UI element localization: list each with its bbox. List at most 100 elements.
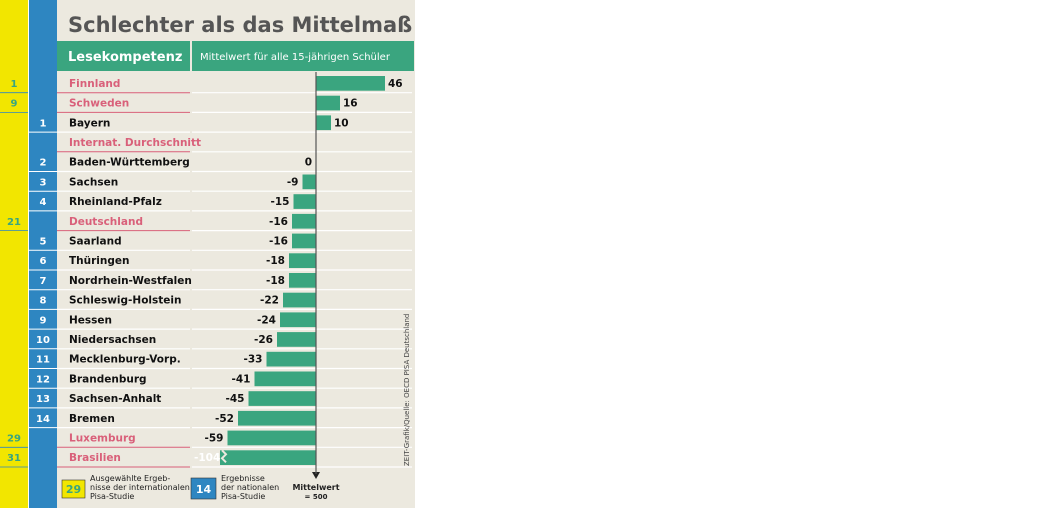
row-label: Brasilien — [69, 452, 121, 464]
source-note: ZEIT-Grafik/Quelle: OECD PISA Deutschlan… — [403, 314, 411, 466]
chart-rows: 1 Finnland 469 Schweden 161 Bayern 10Internat.… — [0, 76, 412, 468]
value-label: -18 — [266, 275, 285, 287]
bar — [316, 115, 331, 131]
value-label: 46 — [388, 78, 403, 90]
bar — [293, 194, 316, 209]
value-label: -52 — [215, 413, 234, 425]
bar — [280, 312, 316, 328]
row-label: Bayern — [69, 117, 110, 129]
header-right-bar — [192, 41, 414, 71]
row-label: Luxemburg — [69, 432, 136, 444]
intl-rank: 31 — [7, 453, 21, 464]
value-label: -45 — [226, 393, 245, 405]
nat-rank: 3 — [40, 177, 47, 188]
row-label: Mecklenburg-Vorp. — [69, 354, 181, 366]
nat-rank: 12 — [36, 374, 50, 385]
intl-rank: 1 — [11, 79, 18, 90]
nat-rank: 14 — [36, 414, 50, 425]
intl-rank: 9 — [11, 99, 18, 110]
bar — [289, 273, 316, 288]
chart-title: Schlechter als das Mittelmaß — [68, 13, 412, 37]
bar — [292, 213, 316, 229]
row-label: Bremen — [69, 413, 115, 425]
value-label: -33 — [244, 354, 263, 366]
nat-rank: 1 — [40, 118, 47, 129]
row-label: Schleswig-Holstein — [69, 295, 181, 307]
legend-mean-label: Mittelwert — [292, 483, 339, 492]
value-label: 10 — [334, 117, 349, 129]
bar — [289, 253, 316, 268]
nat-rank: 4 — [40, 197, 47, 208]
legend-intl-line2: nisse der internationalen — [90, 483, 190, 492]
row-label: Baden-Württemberg — [69, 157, 190, 169]
bar — [302, 174, 316, 190]
value-label: -16 — [269, 235, 288, 247]
value-label: -26 — [254, 334, 273, 346]
bar — [248, 391, 316, 406]
row-label: Saarland — [69, 235, 122, 247]
row-label: Finnland — [69, 78, 120, 90]
nat-rank: 7 — [40, 276, 47, 287]
nat-rank: 6 — [40, 256, 47, 267]
value-label: -18 — [266, 255, 285, 267]
legend-nat-sample: 14 — [196, 483, 212, 496]
value-label: -16 — [269, 216, 288, 228]
bar — [254, 371, 316, 387]
bar — [220, 450, 316, 465]
bar — [227, 430, 316, 446]
row-label: Rheinland-Pfalz — [69, 196, 162, 208]
header-left-bar — [57, 41, 190, 71]
bar — [277, 332, 316, 347]
value-label: -59 — [205, 432, 224, 444]
bar — [283, 292, 316, 308]
bar — [238, 410, 316, 426]
legend-intl-sample: 29 — [66, 483, 81, 496]
row-label: Brandenburg — [69, 373, 147, 385]
value-label: 0 — [305, 157, 312, 169]
value-label: -22 — [260, 295, 279, 307]
header-left-label: Lesekompetenz — [68, 50, 182, 65]
row-label: Sachsen — [69, 176, 118, 188]
value-label: -9 — [287, 176, 299, 188]
nat-rank: 10 — [36, 335, 50, 346]
legend-intl-line3: Pisa-Studie — [90, 492, 134, 501]
intl-rank: 29 — [7, 433, 21, 444]
value-label: -15 — [271, 196, 290, 208]
bar — [316, 76, 385, 91]
row-label: Schweden — [69, 98, 129, 110]
value-label: -24 — [257, 314, 276, 326]
legend-intl-swatch — [61, 479, 86, 499]
bar — [266, 351, 316, 367]
nat-rank: 11 — [36, 355, 50, 366]
header-right-label: Mittelwert für alle 15-jährigen Schüler — [200, 52, 391, 63]
nat-rank: 8 — [40, 296, 47, 307]
legend-nat-swatch — [190, 477, 217, 500]
legend-nat-line2: der nationalen — [221, 483, 279, 492]
nat-rank: 9 — [40, 315, 47, 326]
value-label: -104 — [194, 452, 220, 464]
intl-rank-column — [0, 0, 28, 508]
bar — [292, 233, 316, 249]
nat-rank: 5 — [40, 236, 47, 247]
nat-rank: 2 — [40, 158, 47, 169]
value-label: 16 — [343, 98, 358, 110]
row-label: Niedersachsen — [69, 334, 156, 346]
legend-intl-line1: Ausgewählte Ergeb- — [90, 474, 170, 483]
legend-nat-line1: Ergebnisse — [221, 474, 265, 483]
bar-break-mark — [220, 449, 228, 464]
row-label: Hessen — [69, 314, 112, 326]
nat-rank: 13 — [36, 394, 50, 405]
row-label: Thüringen — [69, 255, 129, 267]
nat-rank-column — [29, 0, 57, 508]
mean-marker-icon — [312, 472, 320, 479]
row-label: Nordrhein-Westfalen — [69, 275, 192, 287]
bar — [316, 95, 340, 111]
legend: 29 Ausgewählte Ergeb- nisse der internat… — [61, 472, 340, 501]
row-label: Sachsen-Anhalt — [69, 393, 161, 405]
legend-mean-value: = 500 — [305, 493, 328, 501]
row-label: Internat. Durchschnitt — [69, 137, 201, 149]
row-label: Deutschland — [69, 216, 143, 228]
intl-rank: 21 — [7, 217, 21, 228]
legend-nat-line3: Pisa-Studie — [221, 492, 265, 501]
